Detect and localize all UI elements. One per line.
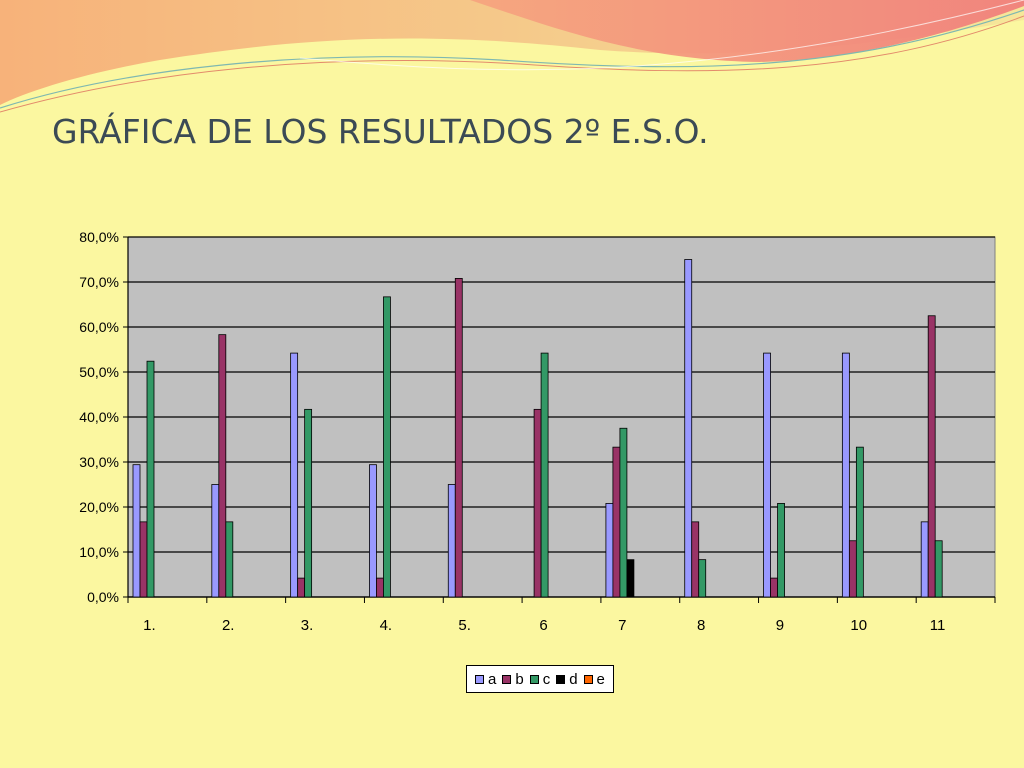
legend-item-b: b — [502, 670, 524, 688]
decorative-header-waves — [0, 0, 1024, 113]
bar-a-5 — [447, 484, 456, 598]
legend-label: d — [569, 670, 578, 688]
bar-b-5 — [454, 277, 463, 598]
bar-c-8 — [698, 559, 707, 598]
bar-d-7 — [626, 559, 635, 598]
x-tick-label: 11 — [930, 617, 946, 634]
bar-b-9 — [770, 577, 778, 598]
x-tick-label: 2. — [222, 617, 235, 634]
bar-b-8 — [691, 521, 700, 598]
bar-a-4 — [369, 464, 377, 598]
y-tick-label: 0,0% — [87, 589, 119, 605]
legend-label: e — [596, 670, 605, 688]
legend-item-c: c — [529, 670, 551, 688]
legend-item-e: e — [583, 670, 605, 688]
legend-label: b — [515, 670, 524, 688]
x-tick-label: 4. — [380, 617, 393, 634]
bar-b-4 — [376, 577, 384, 598]
y-tick-label: 70,0% — [79, 274, 119, 290]
bar-b-10 — [848, 540, 857, 598]
x-tick-label: 3. — [301, 617, 314, 634]
bar-c-2 — [225, 521, 234, 598]
bar-c-6 — [540, 352, 549, 598]
legend-item-a: a — [475, 671, 496, 688]
x-tick-label: 7 — [618, 617, 626, 634]
bar-a-3 — [290, 352, 299, 598]
x-tick-label: 6 — [539, 617, 547, 634]
bar-c-3 — [304, 408, 313, 598]
bar-c-11 — [934, 540, 943, 598]
legend-swatch-e — [583, 674, 593, 684]
bar-c-9 — [777, 502, 785, 598]
legend-item-d: d — [556, 670, 578, 688]
bar-a-1 — [132, 464, 141, 598]
y-tick-label: 30,0% — [79, 454, 119, 470]
legend-swatch-a — [475, 674, 484, 684]
bar-a-2 — [211, 484, 220, 598]
y-tick-label: 50,0% — [79, 364, 119, 380]
x-tick-label: 5. — [458, 617, 471, 634]
bar-b-11 — [927, 315, 936, 598]
y-tick-label: 10,0% — [79, 544, 119, 560]
bar-c-4 — [383, 296, 391, 598]
x-tick-label: 1. — [143, 617, 156, 634]
legend-swatch-d — [556, 674, 566, 684]
y-tick-label: 40,0% — [79, 409, 119, 425]
bar-b-6 — [533, 408, 542, 598]
x-tick-label: 10 — [850, 617, 867, 634]
bar-c-7 — [619, 427, 628, 598]
legend-swatch-b — [502, 674, 512, 684]
legend-label: c — [542, 670, 551, 688]
y-tick-label: 60,0% — [79, 319, 119, 335]
bar-c-1 — [146, 360, 155, 598]
bar-b-3 — [297, 577, 306, 598]
legend-label: a — [488, 670, 497, 688]
bar-b-1 — [139, 521, 148, 598]
bar-a-10 — [841, 352, 850, 598]
slide-title: GRÁFICA DE LOS RESULTADOS 2º E.S.O. — [52, 112, 709, 151]
x-tick-label: 8 — [697, 617, 705, 634]
bar-a-7 — [605, 502, 614, 598]
y-tick-label: 80,0% — [79, 229, 119, 245]
bar-b-2 — [218, 334, 227, 598]
y-tick-label: 20,0% — [79, 499, 119, 515]
bar-a-11 — [920, 521, 929, 598]
legend-swatch-c — [529, 674, 539, 684]
bar-a-8 — [684, 259, 693, 598]
bar-b-7 — [612, 446, 621, 598]
x-tick-label: 9 — [776, 617, 784, 634]
bar-c-10 — [855, 446, 864, 598]
bar-a-9 — [763, 352, 771, 598]
